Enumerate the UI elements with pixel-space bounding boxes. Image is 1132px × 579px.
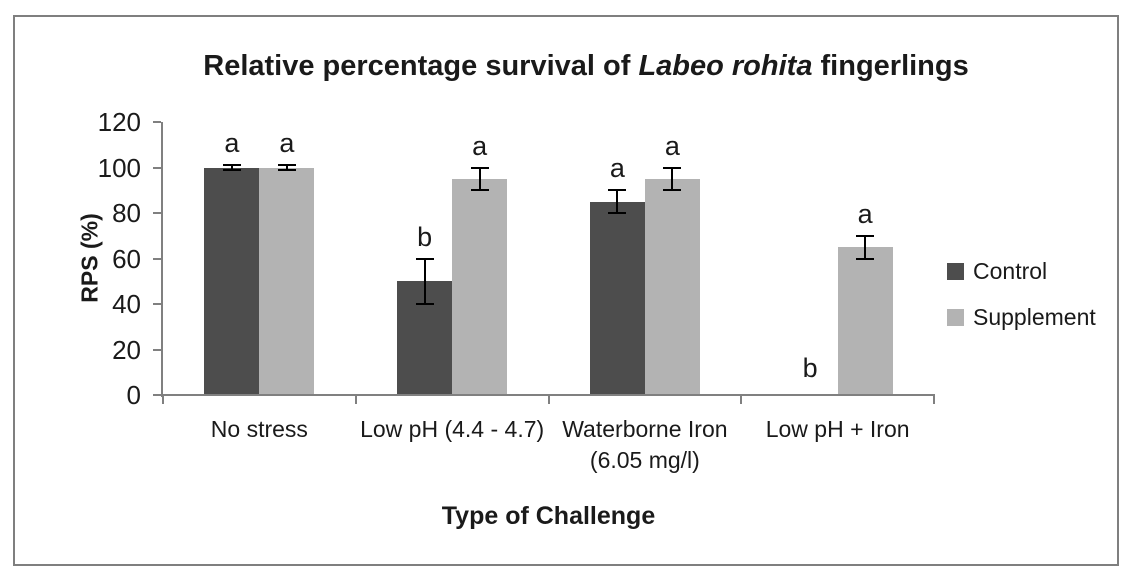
y-tick-label: 0 (126, 380, 141, 410)
bar-control-0 (204, 167, 260, 394)
significance-letter: b (802, 353, 818, 383)
x-tick-label: No stress (210, 416, 308, 442)
error-bar-cap (470, 166, 489, 169)
significance-letter: a (857, 198, 873, 229)
chart-title-prefix: Relative percentage survival of (203, 50, 639, 82)
x-axis-tick (740, 396, 743, 404)
error-bar-cap (856, 257, 875, 260)
y-axis-tick (153, 121, 161, 123)
error-bar-line (423, 258, 426, 304)
y-axis-tick (153, 257, 161, 260)
significance-letter: a (609, 153, 625, 184)
y-tick-label: 120 (97, 107, 141, 137)
legend-label: Control (973, 258, 1048, 284)
error-bar-line (285, 165, 288, 170)
x-axis-title: Type of Challenge (441, 502, 656, 530)
chart-title-suffix: fingerlings (812, 50, 969, 82)
y-tick-label: 60 (112, 243, 141, 274)
y-axis-tick (153, 303, 161, 305)
x-axis-tick (354, 396, 357, 404)
error-bar-cap (277, 168, 296, 171)
bar-supplement-1 (452, 178, 508, 394)
significance-letter: b (417, 221, 433, 252)
significance-letter: a (472, 130, 488, 161)
error-bar-cap (856, 234, 875, 237)
error-bar-cap (608, 212, 627, 214)
error-bar-cap (222, 168, 241, 171)
y-tick-label: 20 (112, 334, 141, 365)
bar-control-2 (589, 201, 645, 394)
x-axis-tick (933, 396, 935, 404)
error-bar-cap (608, 189, 627, 192)
error-bar-cap (663, 189, 682, 192)
x-tick-label: Low pH + Iron (765, 416, 910, 442)
legend: Control Supplement (947, 258, 1096, 354)
error-bar-line (616, 190, 619, 213)
significance-letter: a (279, 128, 295, 159)
bar-supplement-3 (837, 247, 893, 394)
legend-item-control: Control (947, 258, 1096, 284)
error-bar-cap (415, 257, 434, 260)
legend-swatch-supplement (947, 309, 964, 326)
y-axis-tick (153, 166, 161, 169)
error-bar-line (671, 167, 674, 191)
legend-item-supplement: Supplement (947, 304, 1096, 330)
x-tick-label: Low pH (4.4 - 4.7) (360, 416, 545, 442)
x-axis-tick (162, 396, 164, 404)
error-bar-cap (222, 164, 241, 167)
legend-swatch-control (947, 263, 964, 280)
y-tick-label: 100 (97, 152, 141, 183)
significance-letter: a (664, 130, 680, 161)
x-axis-tick (547, 396, 550, 404)
chart-title: Relative percentage survival of Labeo ro… (0, 45, 1132, 87)
x-tick-label: Waterborne Iron (6.05 mg/l) (562, 416, 728, 473)
significance-letter: a (224, 128, 240, 159)
error-bar-cap (663, 166, 682, 169)
y-axis-tick (153, 212, 161, 214)
y-tick-label: 40 (112, 289, 141, 319)
error-bar-cap (277, 164, 296, 167)
chart-title-species-italic: Labeo rohita (638, 50, 813, 82)
bar-supplement-0 (259, 167, 315, 394)
bar-supplement-2 (644, 178, 700, 394)
error-bar-line (864, 235, 867, 259)
y-tick-label: 80 (112, 198, 141, 228)
legend-label: Supplement (973, 304, 1096, 330)
y-axis-tick (153, 394, 161, 396)
error-bar-cap (470, 189, 489, 192)
error-bar-line (478, 167, 481, 191)
y-axis-tick (153, 348, 161, 351)
x-axis-line (161, 394, 935, 396)
y-axis-line (161, 122, 163, 397)
figure-border (13, 15, 1119, 566)
error-bar-line (230, 165, 233, 170)
error-bar-cap (415, 303, 434, 305)
